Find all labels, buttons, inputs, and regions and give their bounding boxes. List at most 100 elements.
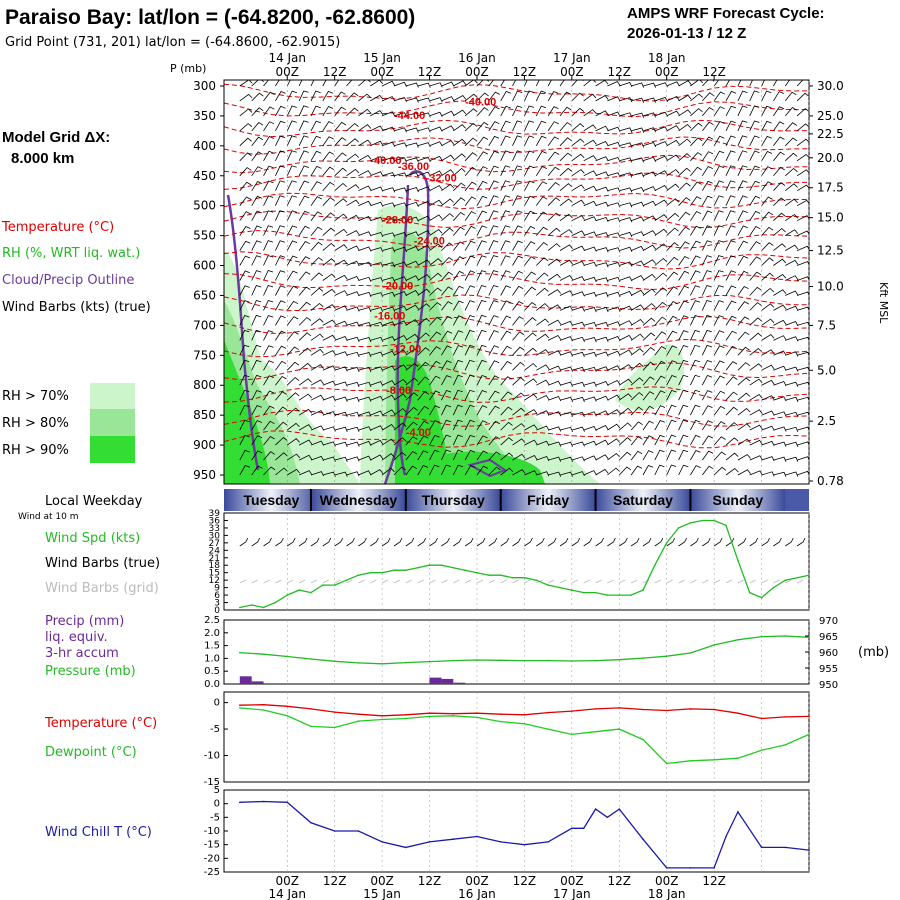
wind-barb	[559, 426, 573, 433]
wind-barb	[595, 321, 609, 328]
wind-barb	[452, 449, 463, 461]
weekday-label: Wednesday	[320, 492, 398, 508]
temperature-line-point	[594, 708, 597, 710]
wind-barb	[559, 213, 573, 222]
grid-wind-barb	[464, 579, 472, 584]
wind-barb	[583, 322, 597, 328]
grid-wind-barb	[713, 579, 721, 584]
wind-barb	[512, 150, 523, 161]
wind-speed-line-point	[535, 579, 538, 581]
wind-barb	[559, 290, 574, 296]
wind-barb	[678, 270, 690, 281]
wind-speed-line-point	[559, 586, 561, 589]
dewpoint-line-point	[476, 716, 478, 719]
wind-barb	[630, 289, 645, 296]
weekday-segment	[500, 489, 596, 511]
wind-barb	[346, 456, 360, 462]
wind-barb	[429, 287, 442, 296]
kft-tick-label: 0.78	[817, 474, 844, 488]
wind-barb	[773, 136, 785, 147]
wind-barb	[512, 225, 523, 236]
wind-barb	[595, 125, 609, 132]
wind-barb	[571, 396, 585, 403]
wind-barb	[464, 344, 475, 356]
wind-barb	[251, 151, 263, 162]
wind-barb	[464, 211, 476, 221]
wind-chill-line-point	[310, 822, 312, 824]
model-grid-label: Model Grid ΔX:	[2, 129, 110, 146]
wind-barb	[666, 81, 680, 87]
wind-barb	[725, 255, 736, 266]
wind-barb	[298, 317, 312, 326]
wind-barb	[476, 329, 487, 341]
hour-label-top: 12Z	[323, 65, 347, 79]
isotherms	[224, 83, 809, 449]
wind-barb	[286, 300, 299, 311]
wind-barb	[275, 452, 288, 461]
wind-barb	[322, 411, 336, 417]
wind-barb	[441, 286, 453, 296]
isotherm	[224, 362, 809, 381]
wind-barb	[571, 306, 585, 312]
wind-barb	[441, 404, 452, 416]
wind-barb	[417, 435, 429, 446]
wind-barb	[405, 436, 418, 446]
wind-barb	[666, 198, 680, 207]
wind-barb	[263, 330, 274, 341]
wind-barb	[690, 285, 701, 296]
wind-barb	[488, 315, 499, 326]
wind-chill-line-point	[737, 811, 739, 813]
wind-barb	[334, 290, 348, 296]
wind-barb	[725, 330, 737, 341]
wind-barb	[452, 404, 463, 416]
wind-barb	[725, 195, 736, 206]
wind-barb	[512, 285, 524, 296]
wind-barb	[713, 405, 726, 416]
wind-barb	[630, 450, 643, 461]
temperature-line-point	[499, 713, 502, 715]
wind-barb	[488, 135, 500, 147]
wind-barb	[642, 376, 655, 386]
wind-barb	[725, 120, 736, 132]
wind-barb	[275, 180, 286, 191]
wind-barb	[559, 274, 574, 281]
wind-barb	[452, 315, 464, 326]
temperature-line-point	[476, 712, 478, 714]
pressure-line-point	[808, 636, 810, 639]
wind-barb	[690, 210, 702, 221]
wind-barb	[346, 122, 359, 132]
wind-barb	[334, 259, 348, 266]
precip-bar	[239, 676, 252, 684]
wind-barb	[452, 241, 465, 251]
wind-barb	[275, 195, 285, 206]
wind-barb	[441, 464, 451, 476]
wind-barb	[251, 450, 263, 461]
wind-barb	[678, 241, 690, 251]
hour-label-top: 00Z	[655, 65, 679, 79]
wind-barb	[488, 91, 500, 102]
wind-barb	[429, 390, 441, 401]
wind-barb	[630, 142, 645, 148]
pressure-line-point	[310, 658, 312, 660]
wind-barb	[500, 300, 511, 311]
wind-barb	[464, 404, 475, 416]
wind-barb	[298, 240, 310, 251]
wind-barb	[429, 420, 440, 431]
wind-speed-line-point	[760, 596, 763, 599]
wind-barb	[654, 287, 667, 296]
wind-barb	[488, 345, 500, 356]
wind-barb	[441, 81, 455, 87]
wind-barb	[535, 196, 548, 206]
wind-barb	[500, 421, 513, 431]
isotherm	[224, 272, 809, 291]
grid-wind-barb	[239, 579, 246, 584]
wind-barb	[488, 451, 501, 461]
wind-barb	[381, 350, 396, 356]
wind-barb	[666, 110, 680, 117]
wind-barb	[796, 336, 809, 342]
wind-barb	[701, 435, 714, 446]
y-tick-label: -5	[210, 724, 220, 735]
wind-barb	[595, 292, 609, 298]
wind-barb	[512, 105, 523, 117]
wind-barb	[784, 91, 797, 102]
